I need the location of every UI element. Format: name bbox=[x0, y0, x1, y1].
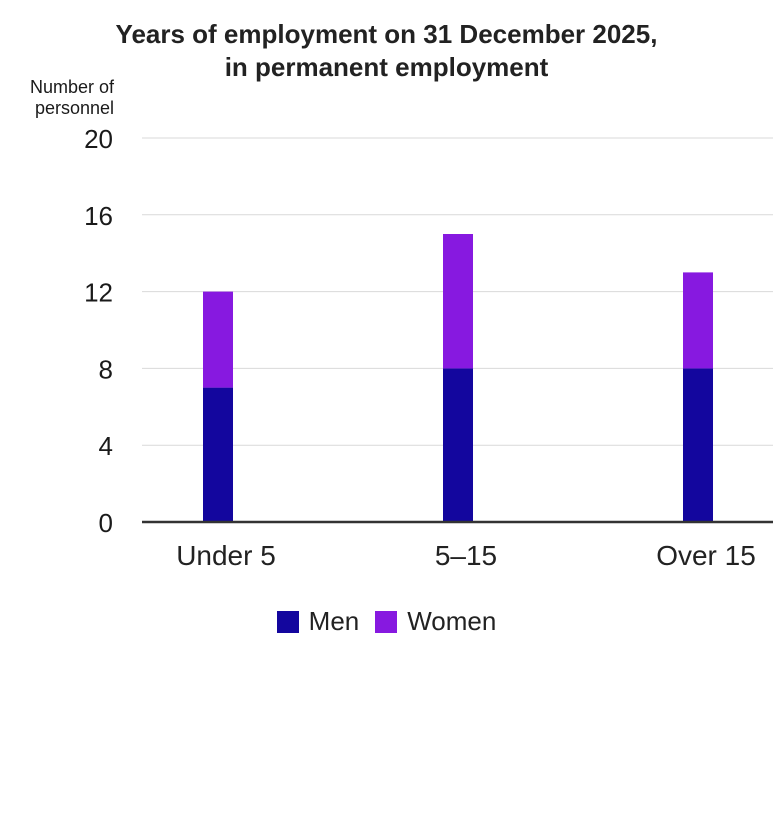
y-axis-label: Number of personnel bbox=[10, 77, 114, 119]
y-tick-label: 8 bbox=[99, 354, 113, 384]
bar-men-1 bbox=[203, 387, 233, 522]
chart-title-line-1: Years of employment on 31 December 2025, bbox=[115, 19, 658, 49]
legend-item-women: Women bbox=[375, 606, 496, 637]
labels-layer: 0 4 8 12 16 20 Under 5 5–15 Over 15 bbox=[84, 124, 756, 571]
legend-swatch-men bbox=[276, 610, 299, 633]
bar-women-3 bbox=[683, 272, 713, 369]
legend-label-men: Men bbox=[308, 606, 360, 636]
y-tick-label: 12 bbox=[84, 278, 113, 308]
bar-women-1 bbox=[203, 291, 233, 388]
y-tick-label: 16 bbox=[84, 201, 113, 231]
bar-men-3 bbox=[683, 368, 713, 522]
chart-title-line-2: in permanent employment bbox=[224, 52, 549, 82]
legend-swatch-women bbox=[375, 610, 398, 633]
chart-title: Years of employment on 31 December 2025,… bbox=[0, 18, 773, 84]
bar-men-2 bbox=[443, 368, 473, 522]
x-tick-label: 5–15 bbox=[435, 540, 497, 571]
y-axis-label-line-1: Number of bbox=[29, 77, 114, 97]
x-tick-label: Under 5 bbox=[176, 540, 276, 571]
legend-item-men: Men bbox=[276, 606, 360, 637]
bar-women-2 bbox=[443, 234, 473, 369]
bars-layer bbox=[203, 234, 713, 522]
y-tick-label: 0 bbox=[99, 508, 113, 538]
legend-label-women: Women bbox=[407, 606, 497, 636]
x-tick-label: Over 15 bbox=[656, 540, 756, 571]
legend: Men Women bbox=[0, 606, 773, 637]
y-tick-label: 20 bbox=[84, 124, 113, 154]
y-tick-label: 4 bbox=[99, 431, 113, 461]
y-axis-label-line-2: personnel bbox=[34, 98, 114, 118]
